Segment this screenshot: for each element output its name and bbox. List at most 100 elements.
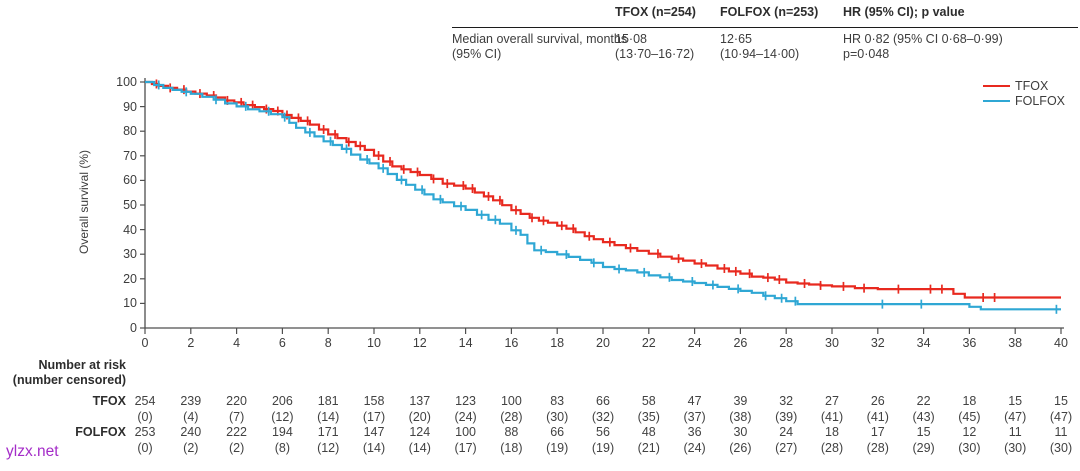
tfox-censored-value: (39) <box>775 409 798 424</box>
y-tick-label: 50 <box>123 198 137 212</box>
tfox-at-risk-value: 15 <box>1054 394 1068 408</box>
y-axis-title: Overall survival (%) <box>77 149 91 255</box>
tfox-at-risk-value: 206 <box>271 394 293 408</box>
folfox-censored-value: (19) <box>546 440 569 455</box>
tfox-at-risk-value: 123 <box>455 394 477 408</box>
summary-row-label-line2: (95% CI) <box>452 47 502 61</box>
summary-col-header-tfox: TFOX (n=254) <box>615 5 696 19</box>
folfox-at-risk-value: 15 <box>916 425 931 439</box>
folfox-at-risk-value: 171 <box>317 425 339 439</box>
folfox-censored-value: (28) <box>866 440 889 455</box>
tfox-censored-value: (41) <box>866 409 889 424</box>
y-tick-label: 10 <box>123 296 137 311</box>
folfox-censored-value: (19) <box>591 440 615 455</box>
folfox-censored-value: (12) <box>317 440 340 455</box>
x-tick-label: 32 <box>870 336 885 350</box>
y-tick-label: 100 <box>116 75 137 89</box>
folfox-censored-value: (17) <box>454 440 477 455</box>
x-tick-label: 38 <box>1008 336 1023 350</box>
folfox-legend-line-icon <box>983 100 1010 103</box>
folfox-censored-value: (30) <box>1049 440 1073 455</box>
summary-cell-folfox-ci: (10·94–14·00) <box>720 47 800 61</box>
y-tick-label: 30 <box>123 247 137 262</box>
tfox-censored-value: (43) <box>912 409 935 424</box>
x-tick-label: 20 <box>596 336 610 350</box>
tfox-censored-value: (12) <box>271 409 294 424</box>
tfox-at-risk-value: 58 <box>641 394 656 408</box>
tfox-at-risk-value: 137 <box>409 394 431 408</box>
tfox-at-risk-value: 15 <box>1008 394 1023 408</box>
folfox-at-risk-value: 36 <box>687 425 702 439</box>
folfox-censored-value: (18) <box>500 440 523 455</box>
folfox-censored-value: (2) <box>183 440 199 455</box>
tfox-at-risk-value: 158 <box>363 394 385 408</box>
folfox-censored-value: (14) <box>408 440 431 455</box>
folfox-at-risk-value: 56 <box>596 425 610 439</box>
folfox-censored-value: (30) <box>1004 440 1027 455</box>
folfox-censored-value: (26) <box>729 440 752 455</box>
tfox-at-risk-value: 47 <box>687 394 702 408</box>
summary-cell-tfox-median: 15·08 <box>615 32 647 46</box>
folfox-at-risk-value: 24 <box>779 425 794 439</box>
x-tick-label: 24 <box>687 336 702 350</box>
tfox-censored-value: (28) <box>500 409 523 424</box>
x-tick-label: 18 <box>550 336 565 350</box>
folfox-at-risk-value: 222 <box>226 425 248 439</box>
folfox-censored-value: (0) <box>137 440 153 455</box>
x-tick-label: 28 <box>779 336 794 350</box>
folfox-at-risk-value: 88 <box>504 425 519 439</box>
folfox-at-risk-value: 11 <box>1008 425 1022 439</box>
tfox-censored-value: (17) <box>362 409 386 424</box>
summary-cell-p-value: p=0·048 <box>843 47 890 61</box>
folfox-at-risk-value: 11 <box>1054 425 1068 439</box>
y-tick-label: 20 <box>123 271 137 286</box>
tfox-at-risk-value: 22 <box>916 394 931 408</box>
folfox-censored-value: (8) <box>274 440 291 455</box>
tfox-censored-value: (45) <box>958 409 981 424</box>
tfox-censored-value: (47) <box>1004 409 1027 424</box>
x-tick-label: 30 <box>825 336 839 350</box>
folfox-at-risk-value: 18 <box>825 425 839 439</box>
legend-label-tfox: TFOX <box>1015 78 1049 93</box>
tfox-censored-value: (20) <box>408 409 431 424</box>
tfox-at-risk-value: 27 <box>825 394 839 408</box>
tfox-survival-curve <box>145 80 1061 299</box>
x-tick-label: 14 <box>458 336 473 350</box>
legend: TFOX FOLFOX <box>983 78 1065 109</box>
summary-cell-folfox-median: 12·65 <box>720 32 752 46</box>
summary-col-header-folfox: FOLFOX (n=253) <box>720 5 819 19</box>
risk-table-title-line1: Number at risk <box>38 358 126 372</box>
summary-row-label-line1: Median overall survival, months <box>452 32 628 46</box>
summary-table-rule <box>452 27 1078 28</box>
folfox-censored-value: (21) <box>637 440 660 455</box>
folfox-at-risk-value: 48 <box>641 425 656 439</box>
x-tick-label: 40 <box>1054 336 1068 350</box>
tfox-at-risk-value: 83 <box>550 394 565 408</box>
x-tick-label: 10 <box>367 336 381 350</box>
risk-row-label-folfox: FOLFOX <box>75 425 126 439</box>
x-tick-label: 36 <box>962 336 977 350</box>
x-tick-label: 4 <box>233 336 241 350</box>
tfox-at-risk-value: 181 <box>317 394 339 408</box>
x-tick-label: 0 <box>141 336 149 350</box>
tfox-censored-value: (30) <box>546 409 569 424</box>
summary-cell-hr: HR 0·82 (95% CI 0·68–0·99) p=0·048 <box>843 32 1003 62</box>
summary-col-header-hr: HR (95% CI); p value <box>843 5 965 19</box>
folfox-censored-value: (24) <box>683 440 706 455</box>
folfox-at-risk-value: 240 <box>180 425 202 439</box>
tfox-censored-value: (7) <box>228 409 245 424</box>
tfox-at-risk-value: 254 <box>134 394 156 408</box>
folfox-at-risk-value: 66 <box>550 425 565 439</box>
folfox-censored-value: (28) <box>820 440 844 455</box>
folfox-at-risk-value: 30 <box>733 425 748 439</box>
x-tick-label: 22 <box>641 336 656 350</box>
folfox-censored-value: (30) <box>958 440 981 455</box>
folfox-at-risk-value: 194 <box>271 425 293 439</box>
folfox-censored-value: (29) <box>912 440 935 455</box>
tfox-censored-value: (24) <box>454 409 477 424</box>
tfox-censored-value: (0) <box>137 409 153 424</box>
x-tick-label: 34 <box>916 336 931 350</box>
y-tick-label: 60 <box>123 173 137 188</box>
